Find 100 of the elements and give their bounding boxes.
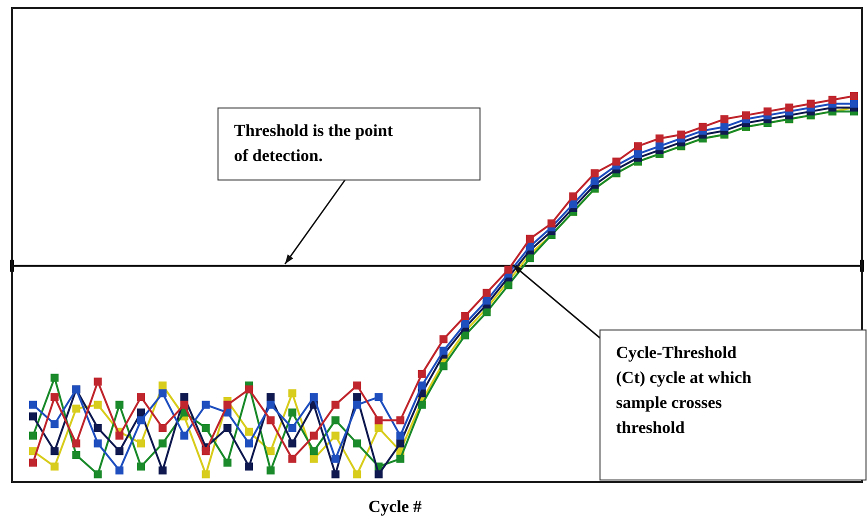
point: [785, 104, 794, 112]
point: [202, 447, 210, 456]
point: [634, 142, 642, 150]
point: [353, 470, 362, 478]
point: [180, 393, 188, 402]
point: [482, 308, 491, 316]
point: [50, 374, 59, 382]
point: [764, 107, 772, 116]
point: [50, 447, 59, 456]
point: [353, 382, 362, 390]
point: [180, 432, 188, 440]
point: [396, 439, 404, 448]
point: [50, 393, 59, 402]
point: [656, 142, 664, 150]
point: [310, 447, 318, 456]
point: [266, 416, 275, 424]
point: [94, 439, 102, 448]
point: [396, 454, 404, 463]
point: [440, 362, 448, 370]
point: [310, 432, 318, 440]
point: [677, 130, 686, 139]
point: [94, 400, 102, 409]
point: [331, 470, 340, 478]
point: [29, 412, 37, 420]
point: [698, 122, 707, 131]
point: [94, 470, 102, 478]
point: [158, 439, 167, 448]
point: [158, 389, 167, 398]
point: [137, 408, 146, 417]
point: [742, 111, 750, 120]
point: [440, 346, 448, 355]
point: [482, 296, 491, 305]
point: [158, 382, 167, 390]
point: [94, 378, 102, 386]
point: [115, 447, 124, 456]
point: [418, 370, 426, 378]
annotation: Cycle-Threshold (Ct) cycle at which sample crosses threshold: [616, 343, 752, 437]
point: [353, 400, 362, 409]
point: [504, 266, 512, 274]
point: [418, 400, 426, 409]
point: [288, 424, 296, 432]
point: [288, 454, 296, 463]
point: [590, 169, 599, 178]
point: [461, 331, 470, 340]
point: [331, 432, 340, 440]
point: [50, 420, 59, 428]
point: [288, 389, 296, 398]
point: [115, 466, 124, 474]
point: [850, 92, 858, 100]
point: [137, 393, 146, 402]
point: [353, 439, 362, 448]
point: [374, 393, 383, 402]
point: [288, 408, 296, 417]
point: [245, 385, 254, 394]
point: [245, 439, 254, 448]
point: [482, 288, 491, 297]
point: [440, 335, 448, 344]
point: [504, 281, 512, 290]
point: [266, 466, 275, 474]
point: [310, 454, 318, 463]
point: [590, 176, 599, 185]
point: [548, 219, 556, 228]
point: [29, 458, 37, 467]
point: [720, 122, 728, 131]
x-axis-title: Cycle #: [368, 497, 422, 516]
point: [115, 400, 124, 409]
point: [94, 424, 102, 432]
point: [720, 115, 728, 124]
point: [374, 424, 383, 432]
point: [331, 400, 340, 409]
point: [331, 416, 340, 424]
point: [137, 416, 146, 424]
point: [526, 254, 534, 262]
point: [50, 462, 59, 471]
point: [72, 450, 80, 459]
point: [245, 462, 254, 471]
point: [461, 320, 470, 328]
point: [526, 234, 534, 243]
point: [374, 470, 383, 478]
point: [353, 393, 362, 402]
point: [374, 416, 383, 424]
point: [828, 96, 836, 104]
point: [29, 432, 37, 440]
point: [180, 400, 188, 409]
point: [331, 454, 340, 463]
point: [396, 416, 404, 424]
point: [266, 447, 275, 456]
point: [569, 192, 578, 200]
point: [461, 312, 470, 320]
point: [158, 424, 167, 432]
point: [223, 458, 232, 467]
point: [72, 404, 80, 413]
point: [202, 424, 210, 432]
point: [137, 439, 146, 448]
point: [634, 150, 642, 158]
point: [612, 158, 620, 166]
point: [418, 382, 426, 390]
point: [202, 470, 210, 478]
point: [310, 393, 318, 402]
point: [288, 439, 296, 448]
